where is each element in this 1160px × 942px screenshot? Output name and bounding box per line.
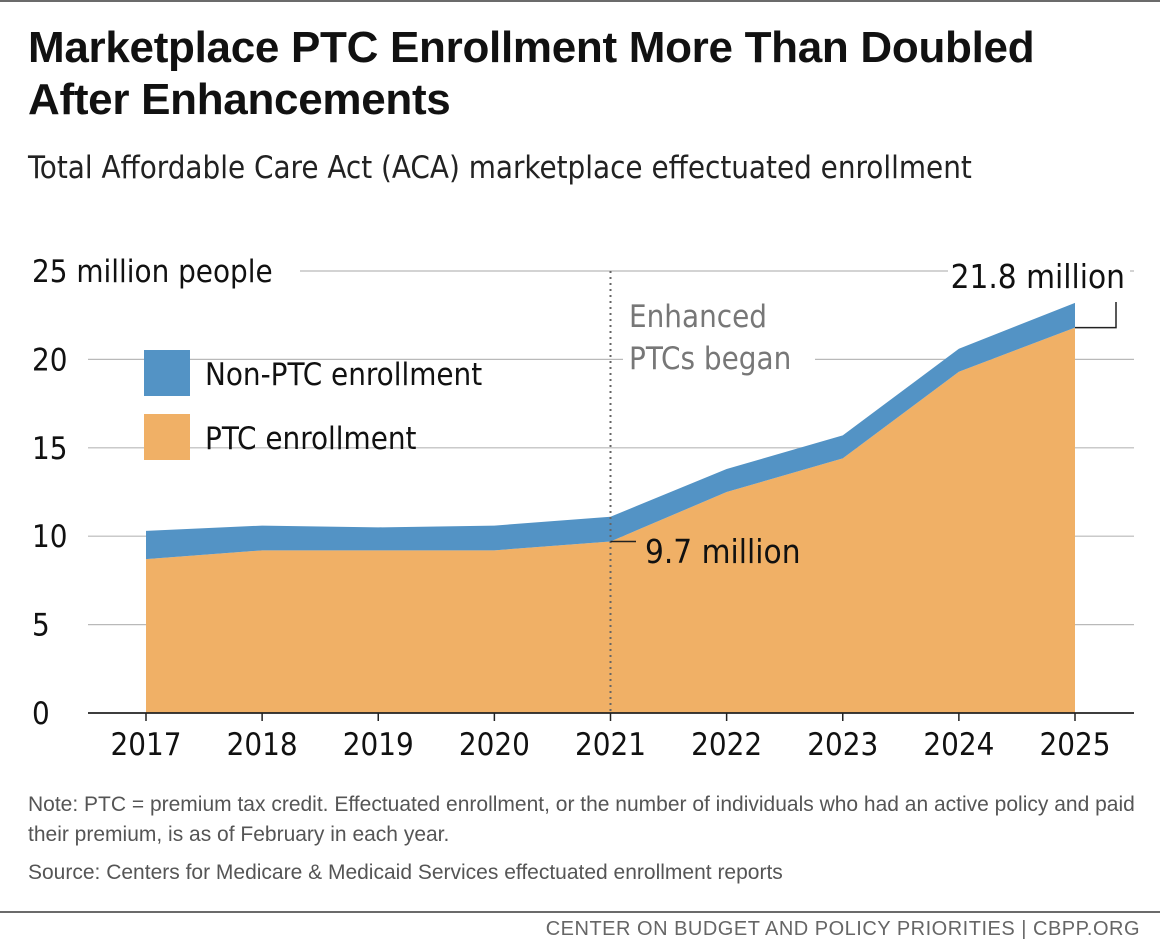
y-tick-label-5: 5 (32, 608, 50, 644)
footer-credit: CENTER ON BUDGET AND POLICY PRIORITIES |… (545, 918, 1140, 940)
x-tick-label-2020: 2020 (459, 727, 530, 763)
chart-subtitle: Total Affordable Care Act (ACA) marketpl… (28, 150, 972, 186)
chart-source: Source: Centers for Medicare & Medicaid … (28, 861, 783, 884)
y-tick-label-20: 20 (32, 342, 67, 378)
legend: Non-PTC enrollment PTC enrollment (144, 350, 482, 460)
stacked-areas (146, 302, 1075, 713)
legend-label-ptc: PTC enrollment (205, 421, 417, 457)
annotations: Enhanced PTCs began 9.7 million 21.8 millio… (609, 257, 1130, 713)
enrollment-area-chart: 0 5 10 15 20 25 million people 2017 2018 2019 202… (32, 254, 1134, 763)
y-tick-label-10: 10 (32, 519, 67, 555)
axes: 0 5 10 15 20 25 million people 2017 2018 2019 202… (32, 254, 1134, 763)
x-tick-label-2018: 2018 (227, 727, 298, 763)
legend-label-non-ptc: Non-PTC enrollment (205, 357, 482, 393)
x-tick-label-2017: 2017 (111, 727, 182, 763)
x-tick-label-2022: 2022 (691, 727, 762, 763)
legend-swatch-non-ptc (144, 350, 190, 396)
x-tick-label-2019: 2019 (343, 727, 414, 763)
area-ptc-enrollment (146, 327, 1075, 713)
top-rule (0, 0, 1160, 2)
data-label-2025: 21.8 million (951, 257, 1125, 296)
x-tick-label-2024: 2024 (923, 727, 994, 763)
data-label-2021: 9.7 million (645, 532, 801, 571)
annotation-ptcs-began: PTCs began (629, 341, 791, 377)
chart-title: Marketplace PTC Enrollment More Than Dou… (28, 23, 1035, 124)
x-tick-label-2021: 2021 (575, 727, 646, 763)
bottom-rule (0, 911, 1160, 913)
area-non-ptc-enrollment (146, 302, 1075, 560)
y-tick-label-0: 0 (32, 696, 50, 732)
data-label-backdrop-2025 (948, 258, 1130, 298)
annotation-backdrop (623, 292, 815, 384)
annotation-enhanced: Enhanced (629, 299, 767, 335)
x-tick-label-2025: 2025 (1040, 727, 1111, 763)
label-leader-2025 (1075, 302, 1117, 329)
y-tick-label-25: 25 million people (32, 254, 273, 290)
y-tick-label-15: 15 (32, 431, 67, 467)
chart-note: Note: PTC = premium tax credit. Effectua… (28, 793, 1135, 846)
x-tick-label-2023: 2023 (807, 727, 878, 763)
legend-swatch-ptc (144, 414, 190, 460)
